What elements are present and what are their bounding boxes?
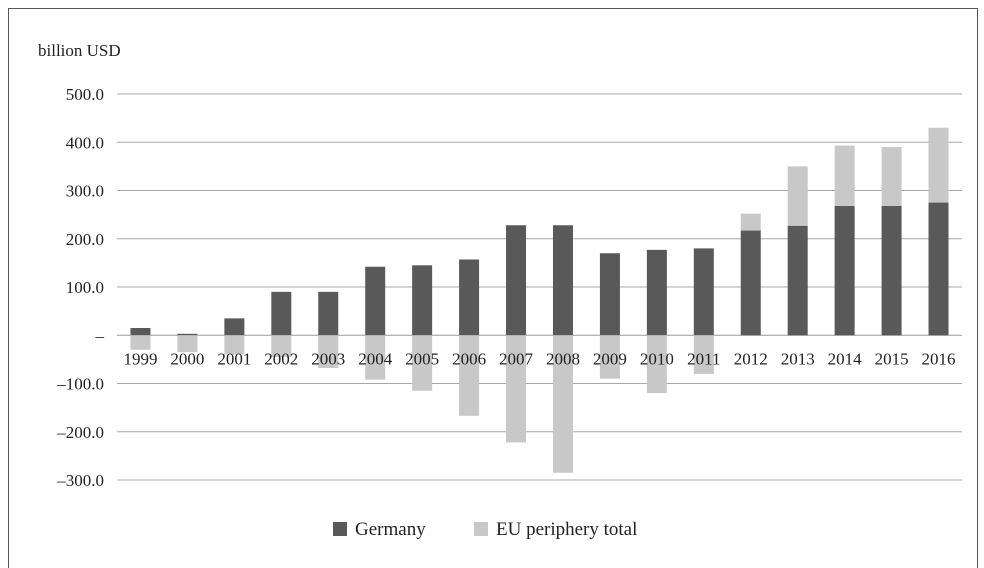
y-tick-label: –100.0 (56, 375, 104, 394)
y-tick-label: 100.0 (66, 278, 104, 297)
y-axis-title: billion USD (38, 41, 121, 60)
bar-germany (459, 259, 480, 336)
bar-eu-periphery (506, 335, 527, 443)
bar-germany (740, 230, 761, 336)
x-tick-label: 2016 (922, 349, 956, 368)
legend-label: Germany (355, 519, 426, 540)
x-tick-label: 2014 (828, 349, 863, 368)
bar-eu-periphery (459, 335, 480, 416)
x-tick-label: 2007 (499, 349, 534, 368)
y-tick-label: 200.0 (66, 230, 104, 249)
bar-germany (787, 225, 808, 336)
bar-eu-periphery (599, 335, 620, 379)
legend-label: EU periphery total (496, 519, 637, 540)
x-tick-label: 2000 (170, 349, 204, 368)
bar-germany (834, 205, 855, 336)
bar-germany (552, 225, 573, 336)
bar-eu-periphery (928, 127, 949, 203)
chart-frame (8, 8, 978, 568)
bar-eu-periphery (271, 335, 292, 357)
bar-eu-periphery (177, 335, 198, 353)
bar-eu-periphery (740, 213, 761, 231)
bar-eu-periphery (318, 335, 339, 369)
x-tick-label: 2002 (264, 349, 298, 368)
bar-eu-periphery (412, 335, 433, 391)
x-tick-label: 2005 (405, 349, 439, 368)
bar-germany (271, 291, 292, 336)
y-tick-label: –200.0 (56, 423, 104, 442)
legend-swatch (474, 522, 488, 536)
y-tick-label: 400.0 (66, 133, 104, 152)
y-tick-label: –300.0 (56, 471, 104, 490)
x-tick-label: 2003 (311, 349, 345, 368)
bar-eu-periphery (693, 335, 714, 374)
bar-eu-periphery (646, 335, 667, 394)
bar-eu-periphery (224, 335, 245, 355)
x-tick-label: 1999 (123, 349, 157, 368)
bar-germany (693, 248, 714, 336)
bar-germany (177, 333, 198, 336)
bar-eu-periphery (365, 335, 386, 380)
x-tick-label: 2009 (593, 349, 627, 368)
bar-eu-periphery (881, 147, 902, 206)
x-tick-label: 2011 (687, 349, 720, 368)
x-tick-label: 2012 (734, 349, 768, 368)
bar-germany (881, 205, 902, 336)
bar-eu-periphery (834, 145, 855, 206)
bar-eu-periphery (787, 166, 808, 226)
bar-germany (224, 318, 245, 336)
y-tick-label: – (95, 326, 105, 345)
x-tick-label: 2013 (781, 349, 815, 368)
y-tick-label: 500.0 (66, 85, 104, 104)
bar-germany (506, 225, 527, 336)
bar-germany (646, 249, 667, 336)
legend: Germany EU periphery total (333, 519, 637, 540)
bar-germany (318, 291, 339, 336)
bar-germany (412, 265, 433, 336)
bar-eu-periphery (552, 335, 573, 473)
bar-germany (599, 253, 620, 336)
bar-eu-periphery (130, 335, 151, 350)
x-tick-label: 2006 (452, 349, 486, 368)
bar-germany (928, 202, 949, 336)
bar-germany (365, 266, 386, 336)
legend-swatch (333, 522, 347, 536)
x-tick-label: 2015 (875, 349, 909, 368)
x-tick-label: 2008 (546, 349, 580, 368)
x-tick-label: 2010 (640, 349, 674, 368)
x-tick-label: 2001 (217, 349, 251, 368)
bar-germany (130, 328, 151, 336)
y-tick-label: 300.0 (66, 182, 104, 201)
x-tick-label: 2004 (358, 349, 393, 368)
